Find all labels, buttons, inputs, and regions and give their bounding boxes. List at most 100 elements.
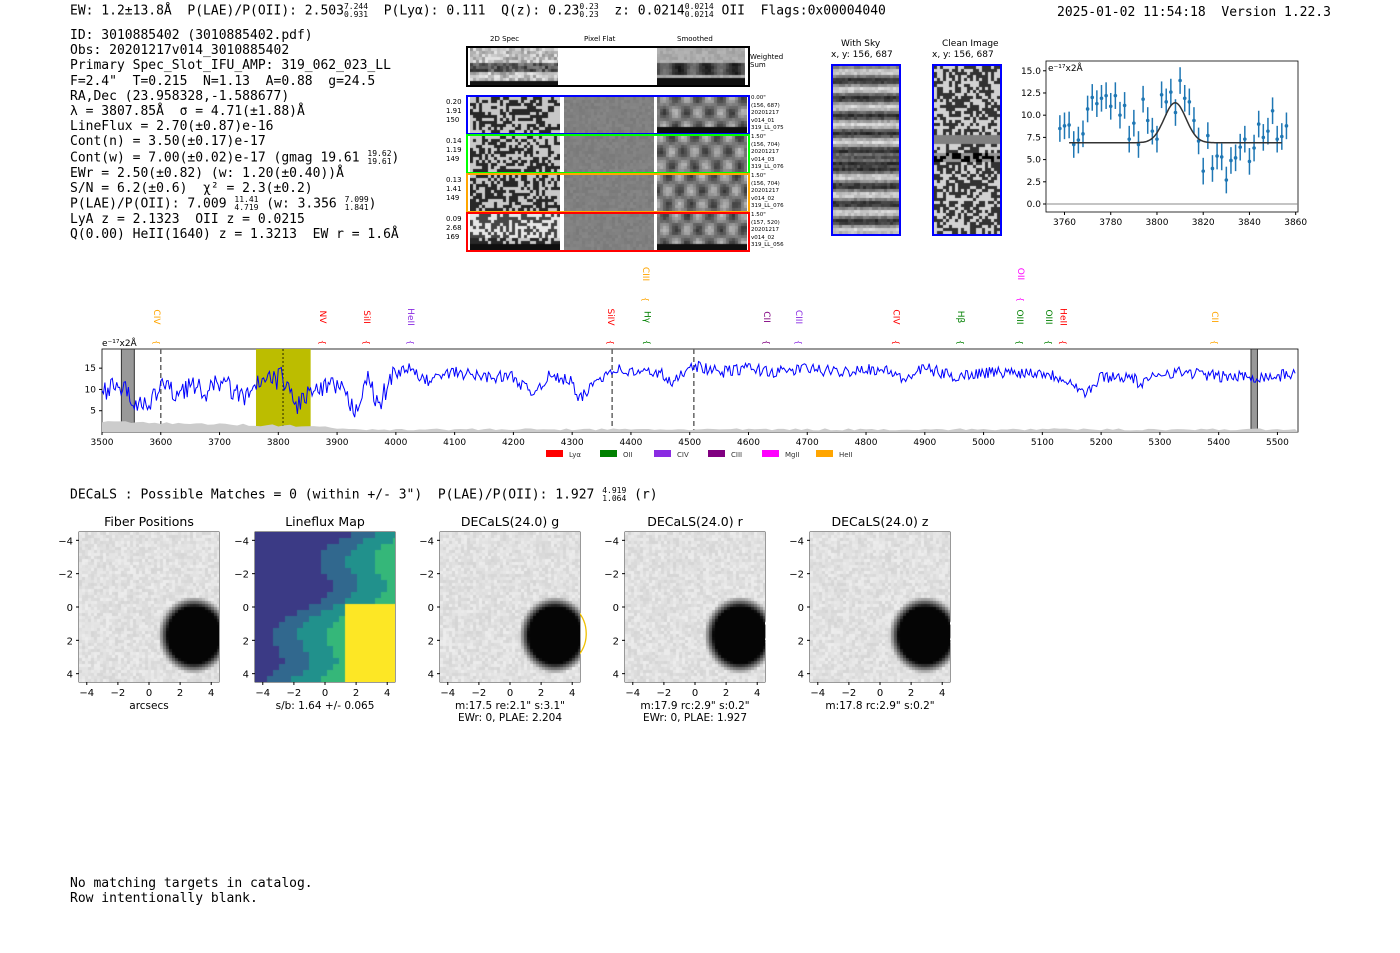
- fiber-2d-spec: [470, 175, 560, 211]
- x-tick-label: 5100: [1031, 438, 1054, 448]
- decals-image: [625, 532, 765, 682]
- fiber-info: (156, 704): [751, 180, 780, 187]
- emission-line-label: HeII: [405, 308, 415, 326]
- fiber-info: 1.50": [751, 173, 766, 179]
- info-line: ID: 3010885402 (3010885402.pdf): [70, 28, 313, 43]
- info-line: Obs: 20201217v014_3010885402: [70, 43, 290, 59]
- line-id: OII: [721, 3, 745, 19]
- legend-label: CIII: [731, 451, 742, 459]
- fiber-stat: 0.14: [446, 137, 462, 145]
- header-summary: EW: 1.2±13.8Å P(LAE)/P(OII): 2.503 7.244 0…: [70, 2, 886, 19]
- x-tick-label: −2: [111, 688, 126, 699]
- clean-image: [934, 66, 1000, 234]
- data-point: [1145, 118, 1150, 123]
- with-sky-image: [833, 66, 899, 234]
- emission-line-label: Hγ: [641, 311, 651, 324]
- legend-label: Lyα: [569, 451, 581, 459]
- fiber-smoothed: [657, 214, 747, 250]
- data-point: [1210, 166, 1215, 171]
- emission-line-label: SiIV: [605, 308, 615, 326]
- data-point: [1095, 101, 1099, 106]
- x-tick-label: 3840: [1238, 218, 1261, 228]
- x-tick-label: 0: [322, 688, 328, 699]
- y-tick-label: 2: [67, 636, 73, 647]
- unit-label: e⁻¹⁷x2Å: [1048, 62, 1084, 74]
- x-tick-label: 3700: [208, 438, 231, 448]
- data-point: [1280, 134, 1284, 139]
- ew-value: EW: 1.2±13.8Å: [70, 3, 172, 19]
- weighted-sum-2d: [470, 48, 558, 85]
- x-tick-label: 4: [208, 688, 214, 699]
- with-sky-image-frame: [831, 64, 901, 236]
- cutout-caption: m:17.9 rc:2.9" s:0.2": [640, 700, 749, 712]
- x-tick-label: 4400: [619, 438, 642, 448]
- data-point: [1164, 100, 1169, 104]
- fiber-stat: 1.19: [446, 146, 462, 154]
- data-point: [1243, 137, 1247, 141]
- data-point: [1118, 113, 1122, 117]
- x-tick-label: −4: [79, 688, 94, 699]
- x-tick-label: 0: [507, 688, 513, 699]
- y-tick-label: 2: [428, 636, 434, 647]
- fiber-stat: 1.91: [446, 107, 462, 115]
- x-tick-label: 3780: [1099, 218, 1122, 228]
- timestamp-version: 2025-01-02 11:54:18 Version 1.22.3: [1057, 5, 1331, 20]
- fiber-info: 20201217: [751, 110, 779, 116]
- y-tick-label: 0.0: [1027, 200, 1042, 210]
- line-label-bracket: {: [1058, 340, 1067, 345]
- fiber-smoothed: [657, 97, 747, 133]
- emission-line-label: Hβ: [955, 311, 965, 324]
- data-point: [1173, 110, 1178, 115]
- cutout-caption: EWr: 0, PLAE: 1.927: [643, 712, 747, 724]
- weighted-sum-label: Weighted: [750, 53, 784, 61]
- fiber-pixel-flat: [564, 136, 654, 172]
- fit-plot-frame: [1045, 60, 1299, 213]
- legend-swatch: [762, 450, 779, 457]
- fiber-stat: 169: [446, 233, 460, 241]
- fiber-stat: 2.68: [446, 224, 462, 232]
- fiber-info: (156, 704): [751, 141, 780, 148]
- decals-summary: DECaLS : Possible Matches = 0 (within +/…: [70, 486, 658, 503]
- x-tick-label: −2: [472, 688, 487, 699]
- x-tick-label: −4: [440, 688, 455, 699]
- line-label-bracket: {: [1210, 340, 1219, 345]
- data-point: [1247, 159, 1252, 164]
- fiber-smoothed: [657, 136, 747, 172]
- x-tick-label: 3500: [91, 438, 114, 448]
- x-tick-label: 2: [353, 688, 359, 699]
- sky-noise-fill: [102, 421, 1298, 432]
- data-point: [1108, 104, 1113, 109]
- fiber-info: 1.50": [751, 134, 766, 140]
- data-point: [1159, 92, 1164, 97]
- x-tick-label: −4: [810, 688, 825, 699]
- y-tick-label: −2: [58, 570, 73, 581]
- cutout-title: Fiber Positions: [104, 514, 194, 529]
- x-tick-label: 4200: [502, 438, 525, 448]
- fiber-2d-spec: [470, 214, 560, 250]
- y-tick-label: −4: [789, 536, 804, 547]
- data-point: [1261, 135, 1266, 140]
- data-point: [1122, 103, 1127, 108]
- line-label-bracket: {: [362, 340, 371, 345]
- data-point: [1187, 100, 1192, 104]
- line-label-bracket: {: [762, 340, 771, 345]
- column-header: Pixel Flat: [584, 35, 616, 43]
- fiber-stat: 150: [446, 116, 460, 124]
- info-line: λ = 3807.85Å σ = 4.71(±1.88)Å: [70, 104, 305, 120]
- fiber-2d-spec: [470, 136, 560, 172]
- info-line: F=2.4" T=0.215 N=1.13 A=0.88 g=24.5: [70, 73, 376, 89]
- line-label-bracket: {: [1015, 340, 1024, 345]
- data-point: [1150, 129, 1155, 133]
- x-tick-label: 4300: [561, 438, 584, 448]
- data-point: [1233, 156, 1238, 160]
- x-tick-label: 4: [569, 688, 575, 699]
- x-tick-label: 3800: [267, 438, 290, 448]
- gaussian-fit-curve: [1069, 102, 1282, 144]
- y-tick-label: 15: [85, 364, 96, 374]
- column-header: Smoothed: [677, 35, 713, 43]
- plya-value: P(Lyα): 0.111: [383, 3, 486, 19]
- line-label-bracket: {: [406, 340, 415, 345]
- x-tick-label: −4: [625, 688, 640, 699]
- clean-image-frame: [932, 64, 1002, 236]
- x-tick-label: 2: [908, 688, 914, 699]
